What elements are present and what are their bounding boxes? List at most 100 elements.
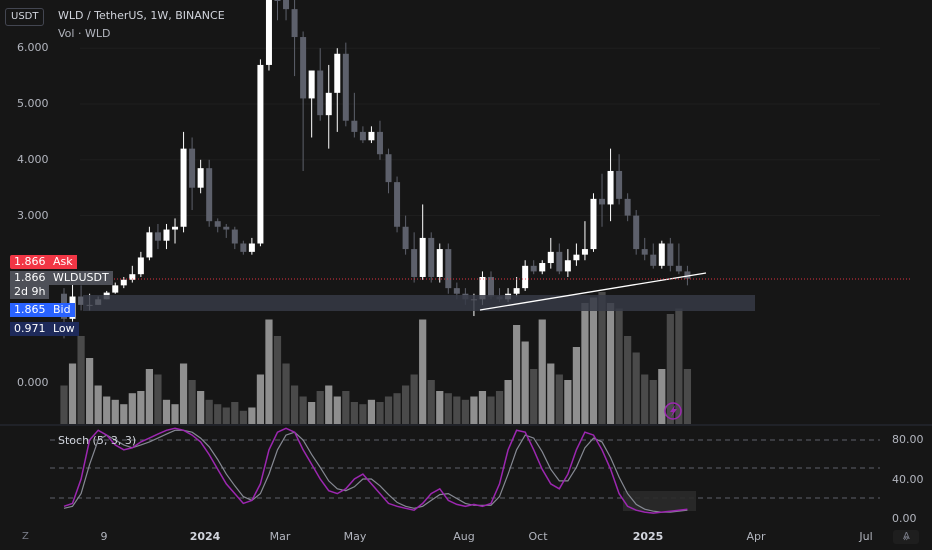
volume-bar xyxy=(256,374,265,424)
candle-body xyxy=(658,243,665,266)
low-value-tag: 0.971 xyxy=(10,322,50,336)
volume-bar xyxy=(470,396,478,424)
candle-body xyxy=(248,243,255,252)
volume-bar xyxy=(137,391,145,424)
time-label-aug: Aug xyxy=(453,530,475,543)
price-label-5: 5.000 xyxy=(17,97,49,110)
volume-bar xyxy=(624,336,632,424)
volume-bar xyxy=(308,402,316,424)
countdown-tag: 2d 9h xyxy=(10,285,50,299)
volume-bar xyxy=(197,391,205,424)
price-label-6: 6.000 xyxy=(17,41,49,54)
volume-bar xyxy=(649,380,657,424)
volume-bar xyxy=(419,319,427,424)
candle-body xyxy=(300,37,307,99)
candle-body xyxy=(163,229,170,241)
stoch-oversold-box xyxy=(623,491,696,511)
candle-body xyxy=(616,170,623,199)
volume-bar xyxy=(666,314,674,424)
symbol-tag: WLDUSDT xyxy=(49,271,113,285)
candle-body xyxy=(590,198,597,250)
candle-body xyxy=(624,198,631,216)
volume-bar xyxy=(461,399,469,424)
ask-label-tag: Ask xyxy=(49,255,77,269)
candle-body xyxy=(265,0,272,65)
time-label-apr: Apr xyxy=(746,530,766,543)
volume-bar xyxy=(162,399,171,424)
candle-body xyxy=(556,251,563,272)
candle-body xyxy=(573,254,580,261)
volume-bar xyxy=(572,347,580,424)
volume-bar xyxy=(333,396,341,424)
volume-bar xyxy=(393,393,401,424)
candle-body xyxy=(154,232,161,241)
volume-bar xyxy=(77,336,85,424)
candle-body xyxy=(394,182,401,227)
chart-title: WLD / TetherUS, 1W, BINANCE xyxy=(58,9,225,22)
candle-body xyxy=(137,257,144,275)
bid-value-tag: 1.865 xyxy=(10,303,50,317)
volume-bar xyxy=(436,391,444,424)
ask-value-tag: 1.866 xyxy=(10,255,50,269)
candle-body xyxy=(214,221,221,227)
volume-label-0: 0.000 xyxy=(17,376,49,389)
volume-bar xyxy=(564,380,572,424)
volume-bar xyxy=(103,396,111,424)
time-label-2024: 2024 xyxy=(189,530,221,543)
candle-body xyxy=(317,70,324,116)
volume-bar xyxy=(487,396,495,424)
candle-body xyxy=(675,265,682,272)
candle-body xyxy=(402,226,409,250)
candle-body xyxy=(581,249,588,255)
volume-bar xyxy=(632,352,640,424)
volume-bar xyxy=(342,391,350,424)
candle-body xyxy=(684,271,691,279)
candle-body xyxy=(530,265,537,272)
volume-bar xyxy=(154,374,162,424)
volume-bar xyxy=(410,374,418,424)
volume-bar xyxy=(427,380,435,424)
volume-bar xyxy=(513,325,521,424)
time-label-mar: Mar xyxy=(269,530,291,543)
time-label-9: 9 xyxy=(100,530,108,543)
candle-body xyxy=(539,263,546,272)
low-label-tag: Low xyxy=(49,322,79,336)
goto-realtime-icon[interactable]: » xyxy=(893,530,919,544)
volume-bar xyxy=(359,404,367,424)
volume-bar xyxy=(111,399,119,424)
volume-bar xyxy=(606,303,615,424)
volume-bar xyxy=(367,399,376,424)
candle-body xyxy=(197,168,204,188)
candle-body xyxy=(351,120,358,132)
volume-bar xyxy=(675,308,683,424)
candle-body xyxy=(547,251,554,264)
footer-left-glyph[interactable]: Z xyxy=(22,531,29,542)
footer-right-glyph[interactable]: A xyxy=(903,531,910,542)
volume-bar xyxy=(188,380,196,424)
volume-bar xyxy=(273,336,282,424)
volume-bar xyxy=(598,292,606,424)
currency-badge[interactable]: USDT xyxy=(5,8,45,26)
volume-bar xyxy=(658,369,666,424)
volume-bar xyxy=(547,363,555,424)
stoch-d-line xyxy=(63,429,688,513)
volume-bar xyxy=(222,407,230,424)
volume-label: Vol · WLD xyxy=(58,27,111,40)
volume-bar xyxy=(205,399,213,424)
volume-bar xyxy=(231,402,239,424)
candle-body xyxy=(522,265,529,289)
stoch-k-line xyxy=(63,427,688,514)
lightning-icon[interactable] xyxy=(664,402,682,420)
candle-body xyxy=(223,226,230,230)
candle-body xyxy=(206,168,213,222)
volume-bar xyxy=(555,374,563,424)
volume-bar xyxy=(581,303,589,424)
last-price-tag: 1.866 xyxy=(10,271,50,285)
candle-body xyxy=(599,198,606,205)
trend-line[interactable] xyxy=(479,272,707,311)
candle-body xyxy=(411,249,418,277)
volume-bar xyxy=(239,410,247,424)
volume-bar xyxy=(290,385,299,424)
candle-body xyxy=(607,170,614,205)
